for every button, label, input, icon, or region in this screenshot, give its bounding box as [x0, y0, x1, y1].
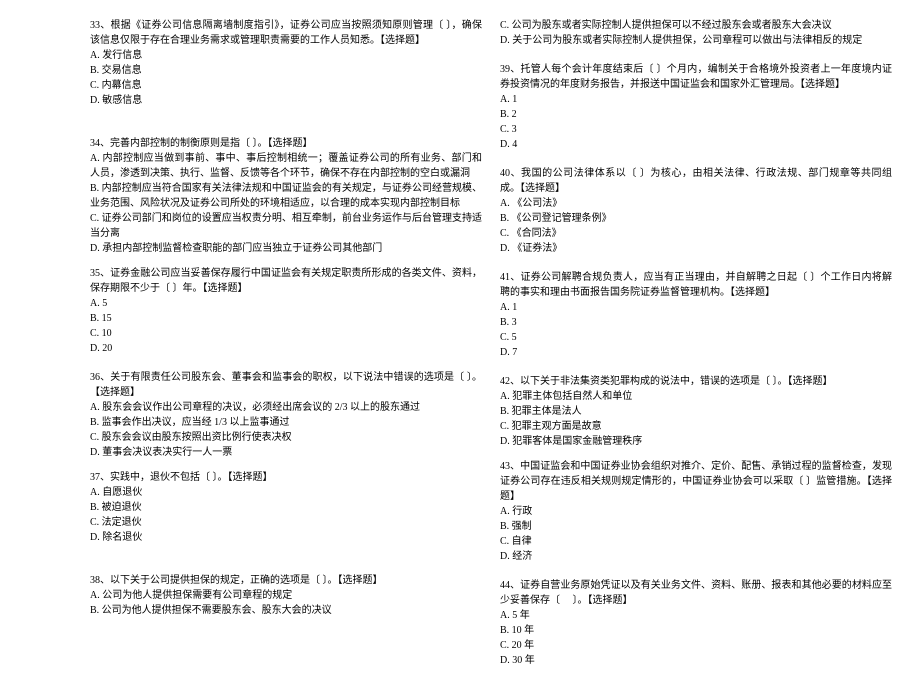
option-b: B. 《公司登记管理条例》 [500, 211, 892, 226]
option-a: A. 1 [500, 300, 892, 315]
option-b: B. 10 年 [500, 623, 892, 638]
question-37: 37、实践中，退伙不包括〔 〕。【选择题】 A. 自愿退伙 B. 被迫退伙 C.… [90, 470, 482, 545]
option-d: D. 4 [500, 137, 892, 152]
option-c: C. 10 [90, 326, 482, 341]
right-column: C. 公司为股东或者实际控制人提供担保可以不经过股东会或者股东大会决议 D. 关… [500, 18, 892, 682]
option-d: D. 关于公司为股东或者实际控制人提供担保，公司章程可以做出与法律相反的规定 [500, 33, 892, 48]
option-c: C. 3 [500, 122, 892, 137]
option-d: D. 犯罪客体是国家金融管理秩序 [500, 434, 892, 449]
option-c: C. 自律 [500, 534, 892, 549]
question-41: 41、证券公司解聘合规负责人，应当有正当理由，并自解聘之日起〔 〕个工作日内将解… [500, 270, 892, 360]
question-33: 33、根据《证券公司信息隔离墙制度指引》，证券公司应当按照须知原则管理〔 〕，确… [90, 18, 482, 108]
option-b: B. 强制 [500, 519, 892, 534]
option-c: C. 证券公司部门和岗位的设置应当权责分明、相互牵制，前台业务运作与后台管理支持… [90, 211, 482, 241]
question-text: 36、关于有限责任公司股东会、董事会和监事会的职权，以下说法中错误的选项是〔 〕… [90, 370, 482, 400]
option-b: B. 2 [500, 107, 892, 122]
question-text: 35、证券金融公司应当妥善保存履行中国证监会有关规定职责所形成的各类文件、资料，… [90, 266, 482, 296]
option-d: D. 经济 [500, 549, 892, 564]
question-text: 33、根据《证券公司信息隔离墙制度指引》，证券公司应当按照须知原则管理〔 〕，确… [90, 18, 482, 48]
question-text: 43、中国证监会和中国证券业协会组织对推介、定价、配售、承销过程的监督检查，发现… [500, 459, 892, 504]
question-text: 37、实践中，退伙不包括〔 〕。【选择题】 [90, 470, 482, 485]
option-a: A. 自愿退伙 [90, 485, 482, 500]
option-c: C. 5 [500, 330, 892, 345]
option-d: D. 7 [500, 345, 892, 360]
option-b: B. 被迫退伙 [90, 500, 482, 515]
option-b: B. 3 [500, 315, 892, 330]
question-35: 35、证券金融公司应当妥善保存履行中国证监会有关规定职责所形成的各类文件、资料，… [90, 266, 482, 356]
question-38-cont: C. 公司为股东或者实际控制人提供担保可以不经过股东会或者股东大会决议 D. 关… [500, 18, 892, 48]
option-a: A. 1 [500, 92, 892, 107]
option-a: A. 股东会会议作出公司章程的决议，必须经出席会议的 2/3 以上的股东通过 [90, 400, 482, 415]
question-39: 39、托管人每个会计年度结束后〔 〕个月内，编制关于合格境外投资者上一年度境内证… [500, 62, 892, 152]
question-42: 42、以下关于非法集资类犯罪构成的说法中，错误的选项是〔 〕。【选择题】 A. … [500, 374, 892, 449]
option-a: A. 行政 [500, 504, 892, 519]
option-b: B. 内部控制应当符合国家有关法律法规和中国证监会的有关规定，与证券公司经营规模… [90, 181, 482, 211]
option-c: C. 内幕信息 [90, 78, 482, 93]
option-b: B. 15 [90, 311, 482, 326]
option-d: D. 董事会决议表决实行一人一票 [90, 445, 482, 460]
option-a: A. 内部控制应当做到事前、事中、事后控制相统一；覆盖证券公司的所有业务、部门和… [90, 151, 482, 181]
option-d: D. 除名退伙 [90, 530, 482, 545]
option-c: C. 法定退伙 [90, 515, 482, 530]
question-text: 38、以下关于公司提供担保的规定，正确的选项是〔 〕。【选择题】 [90, 573, 482, 588]
question-text: 44、证券自营业务原始凭证以及有关业务文件、资料、账册、报表和其他必要的材料应至… [500, 578, 892, 608]
option-c: C. 股东会会议由股东按照出资比例行使表决权 [90, 430, 482, 445]
option-c: C. 公司为股东或者实际控制人提供担保可以不经过股东会或者股东大会决议 [500, 18, 892, 33]
option-d: D. 20 [90, 341, 482, 356]
question-text: 42、以下关于非法集资类犯罪构成的说法中，错误的选项是〔 〕。【选择题】 [500, 374, 892, 389]
option-d: D. 《证券法》 [500, 241, 892, 256]
exam-page: 33、根据《证券公司信息隔离墙制度指引》，证券公司应当按照须知原则管理〔 〕，确… [0, 18, 920, 682]
option-c: C. 犯罪主观方面是故意 [500, 419, 892, 434]
question-40: 40、我国的公司法律体系以〔 〕为核心，由相关法律、行政法规、部门规章等共同组成… [500, 166, 892, 256]
option-a: A. 犯罪主体包括自然人和单位 [500, 389, 892, 404]
question-34: 34、完善内部控制的制衡原则是指〔 〕。【选择题】 A. 内部控制应当做到事前、… [90, 136, 482, 256]
left-column: 33、根据《证券公司信息隔离墙制度指引》，证券公司应当按照须知原则管理〔 〕，确… [90, 18, 482, 682]
option-a: A. 发行信息 [90, 48, 482, 63]
option-a: A. 5 年 [500, 608, 892, 623]
option-d: D. 承担内部控制监督检查职能的部门应当独立于证券公司其他部门 [90, 241, 482, 256]
question-text: 40、我国的公司法律体系以〔 〕为核心，由相关法律、行政法规、部门规章等共同组成… [500, 166, 892, 196]
question-text: 41、证券公司解聘合规负责人，应当有正当理由，并自解聘之日起〔 〕个工作日内将解… [500, 270, 892, 300]
option-b: B. 监事会作出决议，应当经 1/3 以上监事通过 [90, 415, 482, 430]
option-a: A. 5 [90, 296, 482, 311]
option-b: B. 公司为他人提供担保不需要股东会、股东大会的决议 [90, 603, 482, 618]
option-b: B. 交易信息 [90, 63, 482, 78]
question-38: 38、以下关于公司提供担保的规定，正确的选项是〔 〕。【选择题】 A. 公司为他… [90, 573, 482, 618]
option-c: C. 《合同法》 [500, 226, 892, 241]
option-d: D. 30 年 [500, 653, 892, 668]
question-text: 39、托管人每个会计年度结束后〔 〕个月内，编制关于合格境外投资者上一年度境内证… [500, 62, 892, 92]
question-36: 36、关于有限责任公司股东会、董事会和监事会的职权，以下说法中错误的选项是〔 〕… [90, 370, 482, 460]
question-text: 34、完善内部控制的制衡原则是指〔 〕。【选择题】 [90, 136, 482, 151]
question-44: 44、证券自营业务原始凭证以及有关业务文件、资料、账册、报表和其他必要的材料应至… [500, 578, 892, 668]
option-a: A. 公司为他人提供担保需要有公司章程的规定 [90, 588, 482, 603]
option-b: B. 犯罪主体是法人 [500, 404, 892, 419]
question-43: 43、中国证监会和中国证券业协会组织对推介、定价、配售、承销过程的监督检查，发现… [500, 459, 892, 564]
option-a: A. 《公司法》 [500, 196, 892, 211]
option-d: D. 敏感信息 [90, 93, 482, 108]
